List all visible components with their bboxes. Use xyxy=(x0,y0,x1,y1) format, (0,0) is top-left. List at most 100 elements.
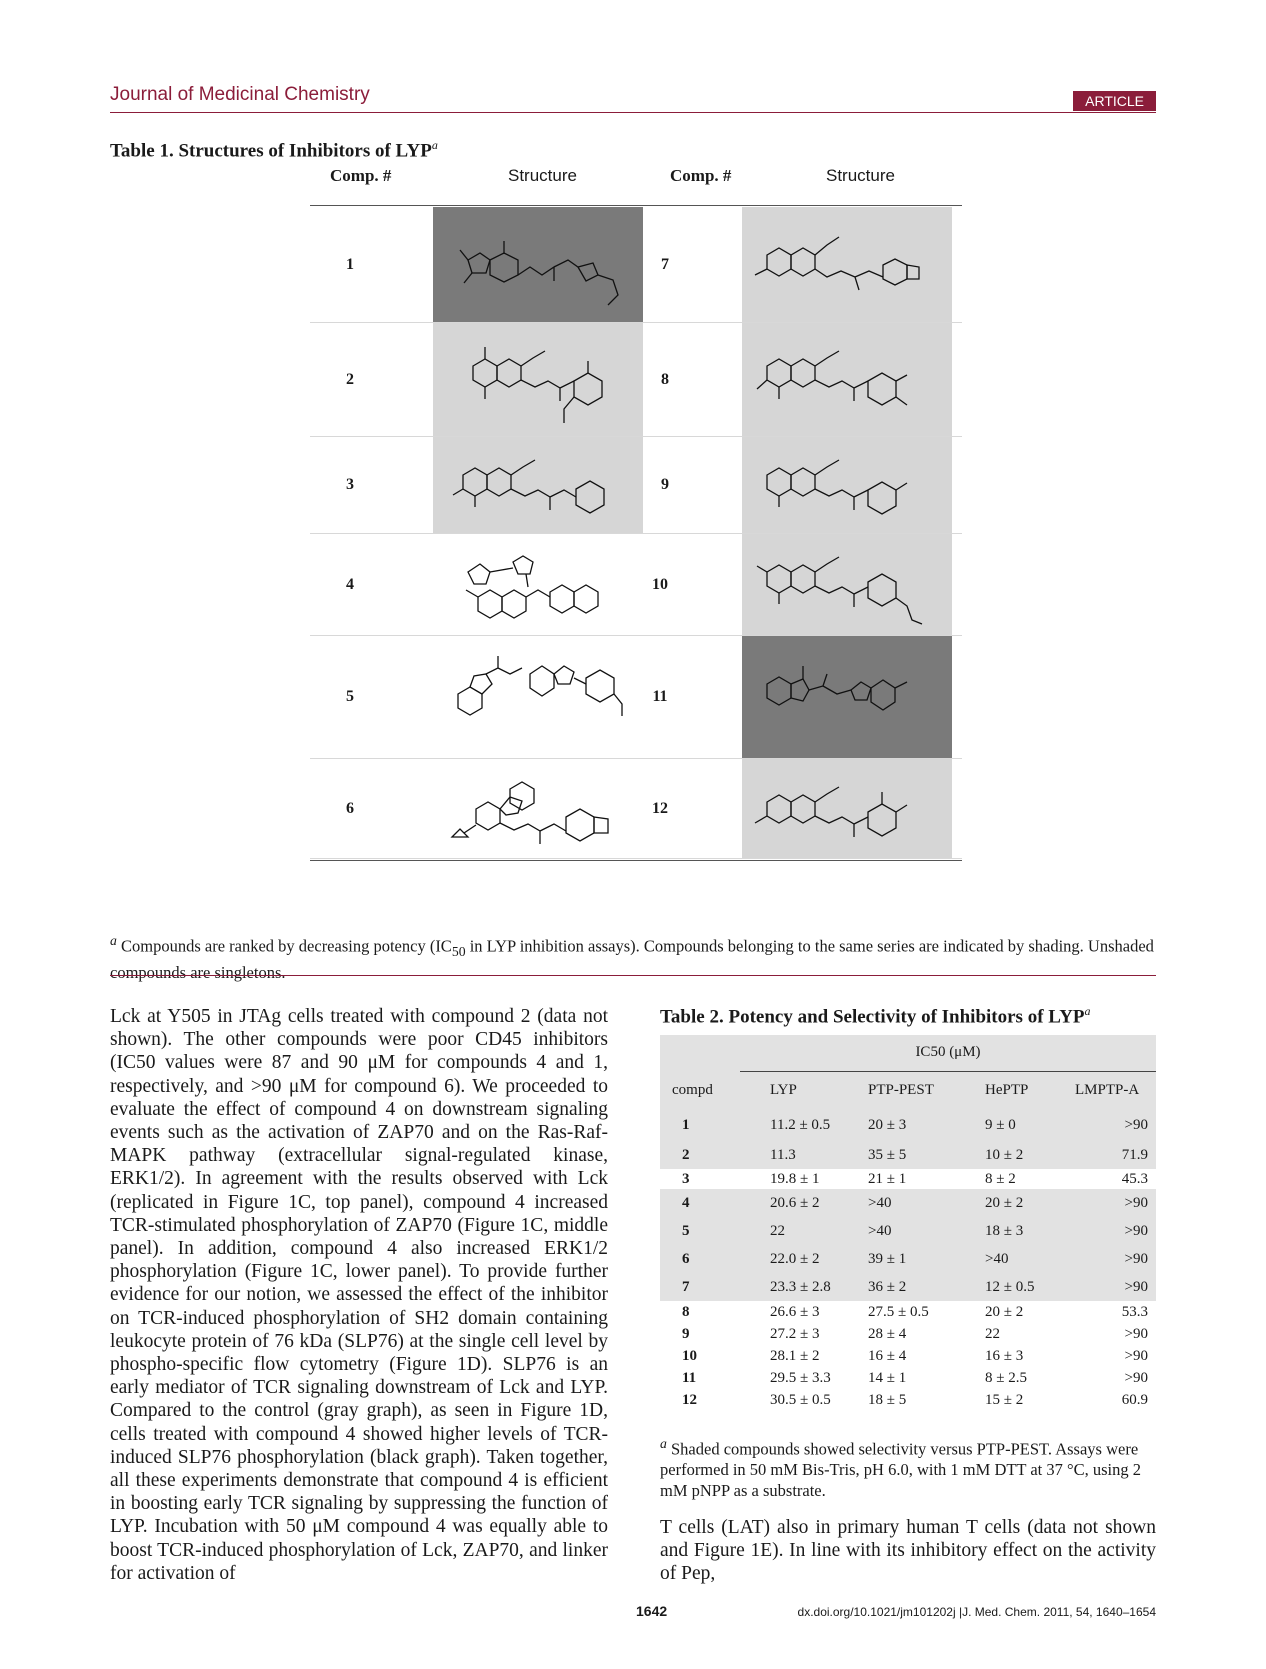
journal-title[interactable]: Journal of Medicinal Chemistry xyxy=(110,84,370,105)
table1-bottom-rule xyxy=(310,860,962,861)
value-cell: 8 ± 2.5 xyxy=(985,1369,1027,1386)
table2-row: 11 29.5 ± 3.3 14 ± 1 8 ± 2.5 >90 xyxy=(660,1367,1156,1389)
table1-row: 4 10 xyxy=(310,534,962,636)
table2-header-row: compd LYP PTP-PEST HePTP LMPTP-A xyxy=(660,1071,1156,1109)
structure-cell xyxy=(742,534,952,635)
footnote-rule xyxy=(110,975,1156,976)
value-cell: 45.3 xyxy=(1121,1170,1148,1187)
table1-grid: 1 7 2 8 3 xyxy=(310,207,962,859)
value-cell: 16 ± 4 xyxy=(868,1347,907,1364)
structure-3-icon xyxy=(452,459,605,514)
value-cell: >40 xyxy=(985,1250,1009,1267)
table2-footnote: a Shaded compounds showed selectivity ve… xyxy=(660,1436,1141,1500)
structure-1-icon xyxy=(459,241,619,306)
structure-cell xyxy=(742,323,952,436)
table2-row: 3 19.8 ± 1 21 ± 1 8 ± 2 45.3 xyxy=(660,1169,1156,1189)
compound-number: 3 xyxy=(346,476,354,493)
header-rule xyxy=(110,112,1156,113)
structure-12-icon xyxy=(754,786,908,837)
compound-id-cell: 9 xyxy=(682,1325,690,1342)
table2-row: 10 28.1 ± 2 16 ± 4 16 ± 3 >90 xyxy=(660,1345,1156,1367)
value-cell: 39 ± 1 xyxy=(868,1250,907,1267)
value-cell: 9 ± 0 xyxy=(985,1116,1016,1133)
ic50-header: IC50 (μM) xyxy=(740,1035,1156,1072)
value-cell: 20.6 ± 2 xyxy=(770,1194,820,1211)
compound-number: 9 xyxy=(661,476,669,493)
value-cell: 36 ± 2 xyxy=(868,1278,907,1295)
value-cell: 20 ± 2 xyxy=(985,1194,1024,1211)
value-cell: 18 ± 3 xyxy=(985,1222,1024,1239)
value-cell: 8 ± 2 xyxy=(985,1170,1016,1187)
table1-top-rule xyxy=(310,205,962,206)
value-cell: 22.0 ± 2 xyxy=(770,1250,820,1267)
value-cell: 27.5 ± 0.5 xyxy=(868,1303,929,1320)
page-header: Journal of Medicinal Chemistry ARTICLE xyxy=(110,84,1156,112)
compound-number: 2 xyxy=(346,370,354,388)
table2-caption: Table 2. Potency and Selectivity of Inhi… xyxy=(660,1004,1091,1028)
value-cell: 60.9 xyxy=(1121,1391,1148,1408)
value-cell: >90 xyxy=(1124,1194,1148,1211)
table1-row: 2 8 xyxy=(310,323,962,437)
compound-id-cell: 7 xyxy=(682,1278,690,1295)
value-cell: 23.3 ± 2.8 xyxy=(770,1278,831,1295)
value-cell: 20 ± 3 xyxy=(868,1116,907,1133)
value-cell: 53.3 xyxy=(1121,1303,1148,1320)
value-cell: 26.6 ± 3 xyxy=(770,1303,820,1320)
compound-number: 12 xyxy=(652,799,668,817)
col-header: LYP xyxy=(770,1081,797,1098)
table2-group-header-row: IC50 (μM) xyxy=(660,1035,1156,1072)
structure-8-icon xyxy=(756,350,908,406)
structure-cell xyxy=(433,534,643,635)
table2-row: 12 30.5 ± 0.5 18 ± 5 15 ± 2 60.9 xyxy=(660,1389,1156,1411)
table2-row: 9 27.2 ± 3 28 ± 4 22 >90 xyxy=(660,1323,1156,1345)
table1-row: 3 9 xyxy=(310,437,962,534)
table1-col-structure-left: Structure xyxy=(508,166,577,185)
structure-cell xyxy=(433,636,643,758)
value-cell: 27.2 ± 3 xyxy=(770,1325,820,1342)
value-cell: 21 ± 1 xyxy=(868,1170,907,1187)
structure-cell xyxy=(433,207,643,322)
value-cell: 29.5 ± 3.3 xyxy=(770,1369,831,1386)
value-cell: 20 ± 2 xyxy=(985,1303,1024,1320)
value-cell: >90 xyxy=(1124,1369,1148,1386)
structure-cell xyxy=(742,207,952,322)
page-number: 1642 xyxy=(636,1603,668,1619)
table2-row: 7 23.3 ± 2.8 36 ± 2 12 ± 0.5 >90 xyxy=(660,1273,1156,1301)
table1-footnote: a Compounds are ranked by decreasing pot… xyxy=(110,933,1154,982)
compound-id-cell: 1 xyxy=(682,1116,690,1133)
value-cell: >40 xyxy=(868,1194,892,1211)
value-cell: 12 ± 0.5 xyxy=(985,1278,1035,1295)
compound-number: 7 xyxy=(661,255,669,273)
value-cell: 10 ± 2 xyxy=(985,1146,1024,1163)
compound-id-cell: 6 xyxy=(682,1250,690,1267)
compound-id-cell: 12 xyxy=(682,1391,697,1408)
table1-caption: Table 1. Structures of Inhibitors of LYP… xyxy=(110,138,438,162)
compound-number: 4 xyxy=(346,575,354,593)
table2-row: 4 20.6 ± 2 >40 20 ± 2 >90 xyxy=(660,1189,1156,1217)
col-header: PTP-PEST xyxy=(868,1081,934,1098)
table1-col-comp-left: Comp. # xyxy=(330,166,392,185)
structure-cell xyxy=(742,759,952,858)
table1-row: 1 7 xyxy=(310,207,962,323)
structure-9-icon xyxy=(766,459,908,515)
value-cell: 11.2 ± 0.5 xyxy=(770,1116,831,1133)
col-header: LMPTP-A xyxy=(1075,1081,1140,1098)
value-cell: >90 xyxy=(1124,1116,1148,1133)
col-header: HePTP xyxy=(985,1081,1029,1098)
table1-row: 5 11 xyxy=(310,636,962,759)
doi-citation[interactable]: dx.doi.org/10.1021/jm101202j |J. Med. Ch… xyxy=(797,1605,1156,1619)
table1-row: 6 12 xyxy=(310,759,962,859)
structure-cell xyxy=(742,437,952,533)
table2-row: 6 22.0 ± 2 39 ± 1 >40 >90 xyxy=(660,1245,1156,1273)
value-cell: >90 xyxy=(1124,1347,1148,1364)
compound-number: 11 xyxy=(652,688,668,705)
compound-number: 6 xyxy=(346,799,354,817)
structure-cell xyxy=(433,759,643,858)
value-cell: 71.9 xyxy=(1121,1146,1148,1163)
compound-number: 10 xyxy=(652,575,668,593)
value-cell: >90 xyxy=(1124,1222,1148,1239)
table1-col-structure-right: Structure xyxy=(826,166,895,185)
compound-number: 5 xyxy=(346,688,354,705)
value-cell: 28.1 ± 2 xyxy=(770,1347,820,1364)
table2-row: 8 26.6 ± 3 27.5 ± 0.5 20 ± 2 53.3 xyxy=(660,1301,1156,1323)
